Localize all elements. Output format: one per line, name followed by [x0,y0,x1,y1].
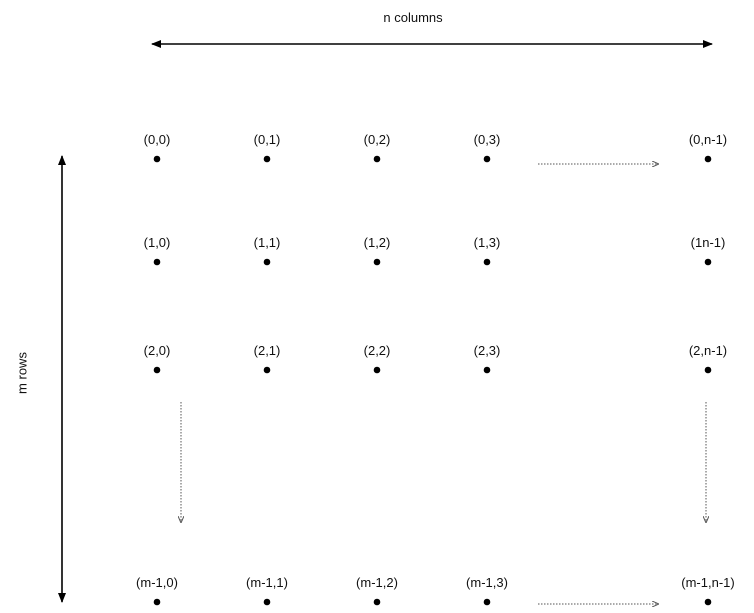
grid-index-label: (0,2) [363,132,391,147]
grid-dot [153,598,161,606]
grid-index-label: (1n-1) [690,235,726,250]
grid-dot [373,258,381,266]
grid-index-label: (1,2) [363,235,391,250]
grid-index-label: (m-1,0) [136,575,178,590]
grid-index-label: (0,n-1) [688,132,728,147]
grid-dot [483,598,491,606]
grid-index-label: (m-1,1) [246,575,288,590]
grid-dot [263,155,271,163]
grid-dot [153,366,161,374]
grid-dot [263,598,271,606]
grid-index-label: (1,0) [143,235,171,250]
grid-index-label: (2,1) [253,343,281,358]
grid-index-label: (0,3) [473,132,501,147]
grid-index-label: (1,1) [253,235,281,250]
grid-dot [263,258,271,266]
grid-index-label: (2,3) [473,343,501,358]
grid-dot [704,155,712,163]
grid-index-label: (m-1,3) [466,575,508,590]
grid-index-label: (m-1,2) [356,575,398,590]
grid-index-label: (2,n-1) [688,343,728,358]
grid-index-label: (1,3) [473,235,501,250]
grid-dot [704,598,712,606]
grid-dot [704,366,712,374]
grid-dot [483,366,491,374]
grid-dots [153,155,712,606]
grid-dot [373,155,381,163]
grid-index-label: (0,0) [143,132,171,147]
grid-index-label: (0,1) [253,132,281,147]
grid-dot [263,366,271,374]
grid-dot [373,366,381,374]
grid-index-label: (2,0) [143,343,171,358]
grid-dot [704,258,712,266]
grid-dot [153,258,161,266]
grid-index-label: (2,2) [363,343,391,358]
grid-dot [153,155,161,163]
grid-index-label: (m-1,n-1) [681,575,735,590]
grid-dot [483,258,491,266]
grid-dot [483,155,491,163]
columns-label: n columns [383,10,443,25]
grid-dot [373,598,381,606]
rows-label: m rows [14,352,30,394]
